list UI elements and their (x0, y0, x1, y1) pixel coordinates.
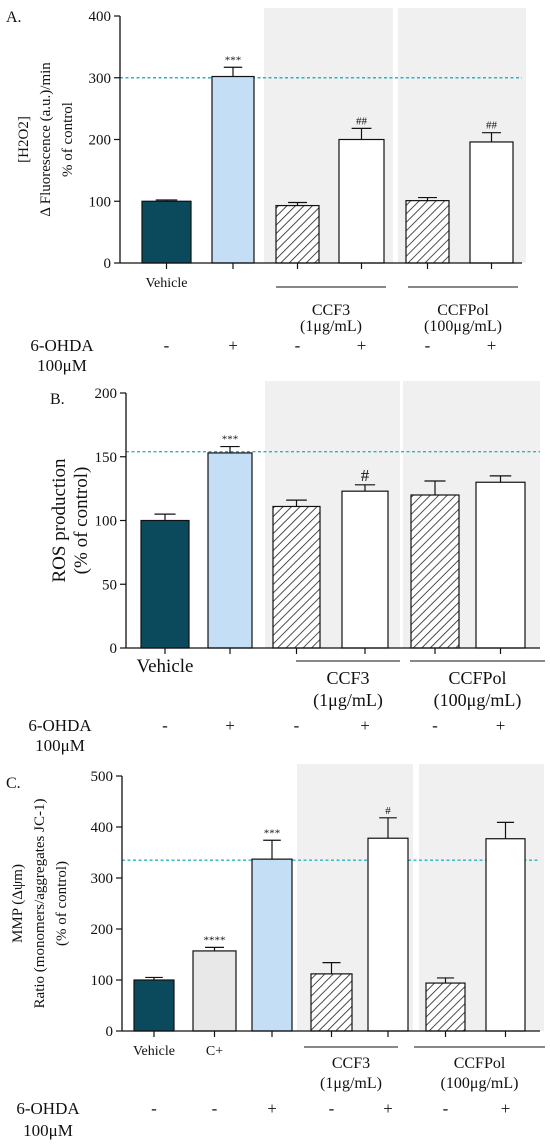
bar (140, 519, 190, 649)
significance-mark: # (385, 805, 391, 817)
ohda-sign: + (225, 716, 235, 735)
ohda-sign: - (425, 336, 431, 355)
ohda-sign: + (501, 1099, 511, 1118)
bar (485, 838, 526, 1032)
ohda-sign: - (432, 716, 438, 735)
group-concentration: (1μg/mL) (320, 1075, 382, 1092)
ohda-unit-label: 100μM (35, 736, 85, 755)
bar (475, 481, 526, 649)
y-axis-title: (% of control) (71, 467, 92, 575)
y-tick-label: 400 (89, 9, 112, 25)
y-tick-label: 300 (91, 871, 114, 887)
significance-mark: *** (222, 434, 239, 446)
ohda-sign: + (383, 1099, 393, 1118)
y-tick-label: 150 (95, 450, 118, 466)
bar (367, 837, 409, 1032)
group-name: CCF3 (332, 1055, 370, 1072)
group-name: CCFPol (454, 1055, 506, 1072)
ohda-sign: + (228, 336, 238, 355)
panel-c: Vehicle - **** C+ - *** + - # + - +0 100 200 300 400 500… (6, 764, 545, 1140)
significance-mark: *** (264, 827, 281, 839)
bar (275, 204, 320, 264)
y-tick-label: 0 (106, 1024, 114, 1040)
ohda-label: 6-OHDA (16, 1099, 80, 1118)
ohda-label: 6-OHDA (30, 336, 94, 355)
significance-mark: ## (486, 120, 498, 132)
ohda-sign: + (357, 336, 367, 355)
x-tick-label: C+ (206, 1044, 223, 1059)
y-tick-label: 200 (95, 386, 118, 402)
bar (469, 141, 514, 264)
group-concentration: (100μg/mL) (434, 690, 522, 711)
bar (425, 982, 466, 1032)
y-tick-label: 50 (102, 577, 117, 593)
bar (207, 452, 253, 649)
ohda-sign: + (487, 336, 497, 355)
x-tick-label: Vehicle (133, 1044, 175, 1059)
panel-a: Vehicle - *** + - ## + - ## +0 100 200 300 400 [H2O2] Δ… (6, 8, 526, 375)
group-concentration: (1μg/mL) (300, 318, 362, 335)
bar (338, 138, 385, 264)
ohda-unit-label: 100μM (23, 1121, 73, 1140)
panel-label: B. (50, 391, 65, 408)
group-name: CCF3 (312, 302, 350, 319)
significance-mark: **** (204, 934, 226, 946)
group-concentration: (1μg/mL) (313, 690, 383, 711)
bar (341, 490, 389, 649)
y-tick-label: 200 (89, 133, 112, 149)
group-name: CCFPol (448, 668, 506, 688)
y-axis-title: Ratio (monomers/aggregates JC-1) (32, 799, 48, 1009)
ohda-sign: - (162, 716, 168, 735)
y-axis-title: (% of control) (54, 861, 70, 946)
y-axis-title: % of control (60, 102, 76, 177)
y-tick-label: 400 (91, 820, 114, 836)
y-tick-label: 100 (91, 973, 114, 989)
y-tick-label: 100 (89, 194, 112, 210)
ohda-sign: - (443, 1099, 449, 1118)
ohda-sign: + (360, 716, 370, 735)
ohda-sign: - (164, 336, 170, 355)
panel-b: Vehicle - *** + - # + - +0 50 100 150 200 ROS product… (28, 381, 545, 755)
y-axis-title: Δ Fluorescence (a.u.)/min (38, 62, 54, 217)
bar (133, 979, 175, 1032)
group-concentration: (100μg/mL) (424, 318, 502, 335)
y-axis-title: ROS production (49, 458, 70, 583)
y-tick-label: 200 (91, 922, 114, 938)
ohda-sign: - (294, 716, 300, 735)
ohda-sign: - (329, 1099, 335, 1118)
ohda-sign: - (295, 336, 301, 355)
ohda-label: 6-OHDA (28, 716, 92, 735)
y-axis-title: [H2O2] (16, 116, 32, 163)
significance-mark: # (361, 466, 370, 485)
significance-mark: ## (356, 115, 368, 127)
ohda-sign: + (496, 716, 506, 735)
group-name: CCFPol (437, 302, 489, 319)
bar (251, 858, 293, 1032)
significance-mark: *** (225, 54, 242, 66)
bar (310, 973, 353, 1032)
bar (272, 505, 321, 649)
y-axis-title: MMP (Δψm) (10, 864, 26, 943)
ohda-unit-label: 100μM (37, 356, 87, 375)
ohda-sign: - (212, 1099, 218, 1118)
ohda-sign: + (267, 1099, 277, 1118)
x-tick-label: Vehicle (146, 276, 188, 291)
y-tick-label: 0 (104, 256, 112, 272)
bar (192, 950, 237, 1032)
bar (405, 200, 450, 264)
y-tick-label: 500 (91, 769, 114, 785)
panel-label: C. (6, 775, 21, 792)
y-tick-label: 100 (95, 514, 118, 530)
group-name: CCF3 (326, 668, 369, 688)
y-tick-label: 0 (110, 641, 118, 657)
y-tick-label: 300 (89, 71, 112, 87)
ohda-sign: - (151, 1099, 157, 1118)
bar (141, 200, 192, 264)
bar (410, 494, 460, 649)
panel-label: A. (6, 9, 22, 26)
x-tick-label: Vehicle (137, 656, 194, 677)
bar (211, 75, 255, 264)
group-concentration: (100μg/mL) (441, 1075, 519, 1092)
